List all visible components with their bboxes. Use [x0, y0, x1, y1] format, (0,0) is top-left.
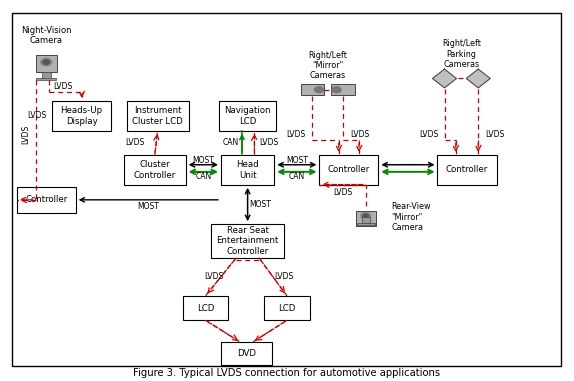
- Text: Right/Left
Parking
Cameras: Right/Left Parking Cameras: [442, 39, 481, 69]
- Text: LVDS: LVDS: [486, 130, 505, 139]
- Bar: [319, 155, 378, 185]
- Text: LVDS: LVDS: [351, 130, 370, 139]
- Text: LVDS: LVDS: [126, 138, 145, 147]
- Circle shape: [363, 214, 369, 218]
- Text: MOST: MOST: [249, 200, 271, 209]
- Bar: [357, 223, 375, 225]
- Text: MOST: MOST: [192, 156, 214, 165]
- Bar: [221, 343, 272, 365]
- Text: Rear Seat
Entertainment
Controller: Rear Seat Entertainment Controller: [216, 226, 279, 256]
- Text: Controller: Controller: [25, 195, 67, 204]
- Bar: [183, 296, 228, 320]
- Bar: [331, 84, 355, 95]
- Bar: [221, 155, 274, 185]
- Bar: [127, 101, 188, 131]
- Text: MOST: MOST: [286, 156, 308, 165]
- Bar: [124, 155, 186, 185]
- Circle shape: [332, 87, 341, 93]
- Bar: [219, 101, 276, 131]
- Text: DVD: DVD: [237, 349, 256, 358]
- Text: MOST: MOST: [137, 202, 159, 211]
- Bar: [52, 101, 111, 131]
- Text: LVDS: LVDS: [274, 272, 294, 281]
- Text: Heads-Up
Display: Heads-Up Display: [61, 106, 103, 125]
- Bar: [36, 78, 56, 80]
- Text: LVDS: LVDS: [333, 188, 352, 197]
- Text: LVDS: LVDS: [419, 130, 439, 139]
- Bar: [36, 55, 57, 72]
- Text: Head
Unit: Head Unit: [236, 160, 259, 180]
- Text: LVDS: LVDS: [27, 111, 46, 120]
- Text: LCD: LCD: [197, 304, 214, 313]
- Circle shape: [43, 60, 49, 64]
- Circle shape: [315, 87, 324, 93]
- Bar: [211, 224, 284, 258]
- Circle shape: [41, 58, 52, 66]
- Text: LCD: LCD: [278, 304, 296, 313]
- Bar: [265, 296, 309, 320]
- Text: Figure 3. Typical LVDS connection for automotive applications: Figure 3. Typical LVDS connection for au…: [133, 368, 441, 378]
- Text: Rear-View
"Mirror"
Camera: Rear-View "Mirror" Camera: [391, 202, 430, 232]
- Text: Instrument
Cluster LCD: Instrument Cluster LCD: [132, 106, 183, 125]
- Text: LVDS: LVDS: [259, 138, 278, 147]
- Text: CAN: CAN: [289, 172, 305, 181]
- Text: LVDS: LVDS: [286, 130, 305, 139]
- Bar: [437, 155, 497, 185]
- Text: Navigation
LCD: Navigation LCD: [224, 106, 271, 125]
- Bar: [17, 187, 76, 213]
- Text: LVDS: LVDS: [21, 125, 30, 144]
- Bar: [356, 211, 375, 226]
- Polygon shape: [433, 69, 456, 88]
- Text: Controller: Controller: [446, 165, 488, 174]
- Bar: [301, 84, 324, 95]
- Polygon shape: [466, 69, 490, 88]
- Text: CAN: CAN: [195, 172, 211, 181]
- Text: Controller: Controller: [328, 165, 370, 174]
- Circle shape: [360, 213, 371, 219]
- Text: LVDS: LVDS: [204, 272, 223, 281]
- Text: Cluster
Controller: Cluster Controller: [134, 160, 176, 180]
- Text: LVDS: LVDS: [53, 82, 73, 91]
- Text: Night-Vision
Camera: Night-Vision Camera: [21, 26, 72, 45]
- Bar: [362, 218, 370, 223]
- Text: Right/Left
"Mirror"
Cameras: Right/Left "Mirror" Cameras: [308, 51, 347, 80]
- Bar: [42, 72, 51, 78]
- Text: CAN: CAN: [223, 138, 239, 147]
